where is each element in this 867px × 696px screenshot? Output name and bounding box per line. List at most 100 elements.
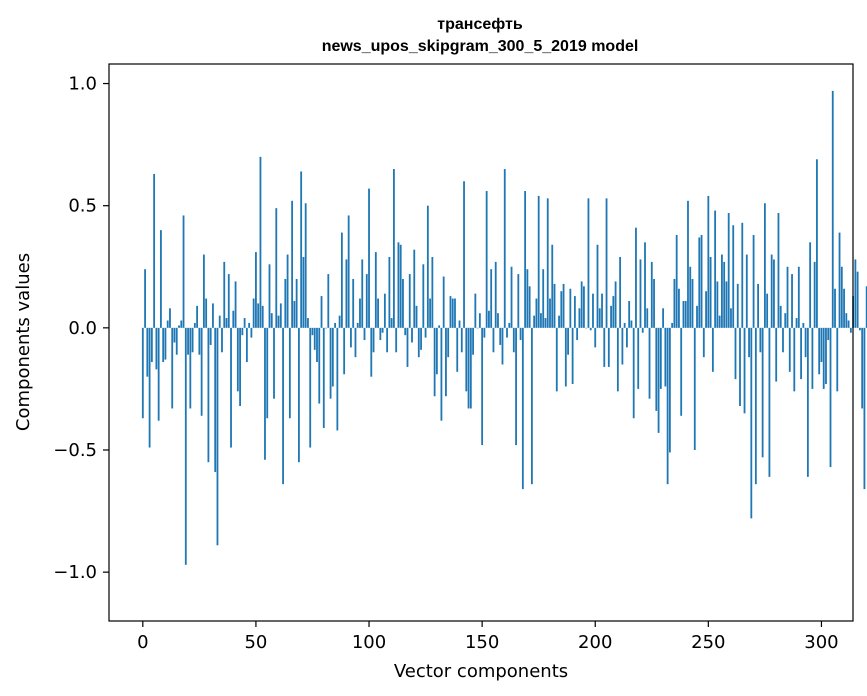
bar bbox=[802, 322, 805, 328]
bar bbox=[424, 327, 427, 338]
x-axis: 0 50 100 150 200 250 300 bbox=[137, 621, 839, 653]
bar bbox=[334, 322, 336, 328]
bar bbox=[537, 195, 540, 328]
bar bbox=[187, 327, 189, 355]
bar bbox=[236, 327, 239, 392]
bar bbox=[445, 327, 447, 397]
bar bbox=[680, 327, 683, 416]
bar bbox=[393, 169, 395, 328]
bar bbox=[465, 327, 468, 392]
bar bbox=[325, 327, 327, 329]
bar bbox=[284, 278, 287, 328]
bar bbox=[698, 237, 701, 328]
bar bbox=[571, 327, 574, 385]
bar bbox=[635, 227, 637, 328]
bar bbox=[250, 327, 253, 338]
bar bbox=[356, 322, 359, 328]
bar bbox=[150, 327, 153, 363]
plot-frame bbox=[108, 63, 854, 622]
bar bbox=[270, 313, 273, 328]
bar bbox=[831, 90, 834, 328]
bar bbox=[155, 327, 158, 370]
bar bbox=[578, 308, 581, 328]
bar bbox=[714, 210, 717, 328]
bar bbox=[668, 327, 671, 453]
x-tick-label: 50 bbox=[244, 632, 267, 653]
bar bbox=[766, 293, 769, 328]
bar bbox=[469, 327, 472, 409]
bar bbox=[603, 327, 606, 367]
bar bbox=[216, 327, 219, 546]
bar bbox=[596, 244, 599, 328]
bar bbox=[433, 327, 436, 397]
bar bbox=[849, 327, 852, 333]
bar bbox=[173, 327, 176, 343]
bar bbox=[809, 242, 812, 328]
bar bbox=[521, 327, 524, 490]
bar bbox=[162, 327, 165, 363]
bar bbox=[791, 274, 793, 328]
bar bbox=[350, 327, 352, 348]
bar bbox=[865, 286, 867, 328]
bar bbox=[856, 271, 859, 328]
bar bbox=[395, 327, 398, 353]
bar bbox=[340, 232, 343, 328]
bar bbox=[512, 327, 515, 353]
bar bbox=[510, 266, 513, 328]
bar bbox=[639, 259, 642, 328]
bar bbox=[517, 274, 520, 328]
bar bbox=[388, 257, 391, 328]
bar bbox=[754, 327, 757, 485]
bar bbox=[293, 300, 296, 328]
bar bbox=[743, 327, 746, 414]
bar bbox=[338, 315, 341, 328]
bar bbox=[417, 327, 420, 358]
bar bbox=[347, 215, 350, 328]
bar bbox=[555, 327, 558, 392]
bar bbox=[438, 325, 441, 328]
bar bbox=[628, 300, 631, 328]
bar bbox=[447, 327, 450, 358]
bar bbox=[730, 308, 732, 328]
bar bbox=[800, 327, 802, 380]
bar bbox=[494, 261, 497, 328]
bar bbox=[797, 266, 800, 328]
bar bbox=[169, 308, 171, 328]
bar bbox=[402, 278, 404, 328]
bar bbox=[286, 254, 289, 328]
bar bbox=[825, 327, 827, 385]
bar bbox=[847, 320, 850, 328]
bar bbox=[230, 327, 232, 448]
bar bbox=[784, 313, 787, 328]
bar bbox=[612, 296, 615, 328]
bar bbox=[553, 283, 556, 328]
bar bbox=[750, 327, 753, 519]
x-tick-label: 100 bbox=[352, 632, 386, 653]
bar bbox=[854, 259, 857, 328]
bar bbox=[399, 244, 402, 328]
bar bbox=[700, 235, 703, 328]
bar bbox=[786, 266, 789, 328]
y-axis: −1.0 −0.5 0.0 0.5 1.0 bbox=[53, 74, 109, 583]
bar bbox=[641, 327, 644, 333]
bar bbox=[223, 261, 226, 328]
bar bbox=[422, 264, 425, 328]
bar bbox=[166, 320, 169, 328]
bar bbox=[732, 225, 735, 328]
chart-title-line1: трансефть bbox=[437, 16, 523, 33]
bar bbox=[678, 288, 680, 328]
bar bbox=[268, 264, 271, 328]
bar bbox=[777, 213, 780, 328]
bar bbox=[659, 327, 662, 389]
bar bbox=[664, 327, 667, 387]
bar bbox=[540, 313, 542, 328]
bar bbox=[788, 327, 791, 372]
bar bbox=[411, 327, 413, 343]
bar bbox=[619, 257, 622, 328]
bar bbox=[488, 310, 490, 328]
bar bbox=[598, 308, 601, 328]
bar bbox=[605, 198, 608, 328]
bar bbox=[630, 320, 633, 328]
bar bbox=[408, 274, 411, 328]
